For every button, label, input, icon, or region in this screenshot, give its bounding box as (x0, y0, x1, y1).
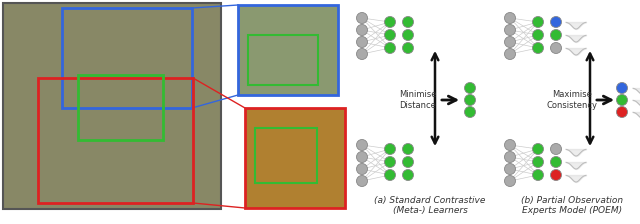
Circle shape (532, 43, 543, 54)
Circle shape (532, 17, 543, 28)
Circle shape (403, 17, 413, 28)
Circle shape (356, 13, 367, 24)
Circle shape (550, 43, 561, 54)
Circle shape (532, 144, 543, 155)
Circle shape (465, 95, 476, 106)
Circle shape (403, 43, 413, 54)
Text: (a) Standard Contrastive
(Meta-) Learners: (a) Standard Contrastive (Meta-) Learner… (374, 196, 486, 215)
Bar (248, 35, 318, 85)
Circle shape (356, 140, 367, 151)
Bar (255, 128, 317, 183)
Circle shape (356, 37, 367, 47)
Circle shape (403, 30, 413, 41)
Circle shape (356, 24, 367, 35)
Circle shape (403, 170, 413, 181)
Circle shape (403, 144, 413, 155)
Circle shape (550, 30, 561, 41)
Circle shape (385, 144, 396, 155)
Circle shape (504, 49, 515, 60)
Circle shape (504, 24, 515, 35)
Bar (3, 3, 221, 209)
Circle shape (465, 106, 476, 118)
Text: Maximise
Consistency: Maximise Consistency (547, 90, 598, 110)
Bar (62, 8, 192, 108)
Bar (38, 78, 193, 203)
Circle shape (356, 164, 367, 174)
Circle shape (385, 17, 396, 28)
Bar (78, 75, 163, 140)
Circle shape (385, 43, 396, 54)
Circle shape (504, 175, 515, 187)
Circle shape (504, 164, 515, 174)
Circle shape (550, 157, 561, 168)
Bar (245, 108, 345, 208)
Circle shape (403, 157, 413, 168)
Text: (b) Partial Observation
Experts Model (POEM): (b) Partial Observation Experts Model (P… (521, 196, 623, 215)
Circle shape (532, 170, 543, 181)
Circle shape (616, 95, 627, 106)
Circle shape (504, 37, 515, 47)
Circle shape (504, 140, 515, 151)
Circle shape (504, 13, 515, 24)
Circle shape (385, 157, 396, 168)
Circle shape (532, 157, 543, 168)
Circle shape (616, 106, 627, 118)
Circle shape (385, 30, 396, 41)
Circle shape (465, 82, 476, 93)
Bar (238, 5, 338, 95)
Circle shape (504, 151, 515, 162)
Circle shape (385, 170, 396, 181)
Circle shape (616, 82, 627, 93)
Circle shape (550, 17, 561, 28)
Circle shape (356, 151, 367, 162)
Circle shape (550, 144, 561, 155)
Text: Minimise
Distance: Minimise Distance (399, 90, 436, 110)
Circle shape (356, 175, 367, 187)
Circle shape (532, 30, 543, 41)
Circle shape (550, 170, 561, 181)
Circle shape (356, 49, 367, 60)
